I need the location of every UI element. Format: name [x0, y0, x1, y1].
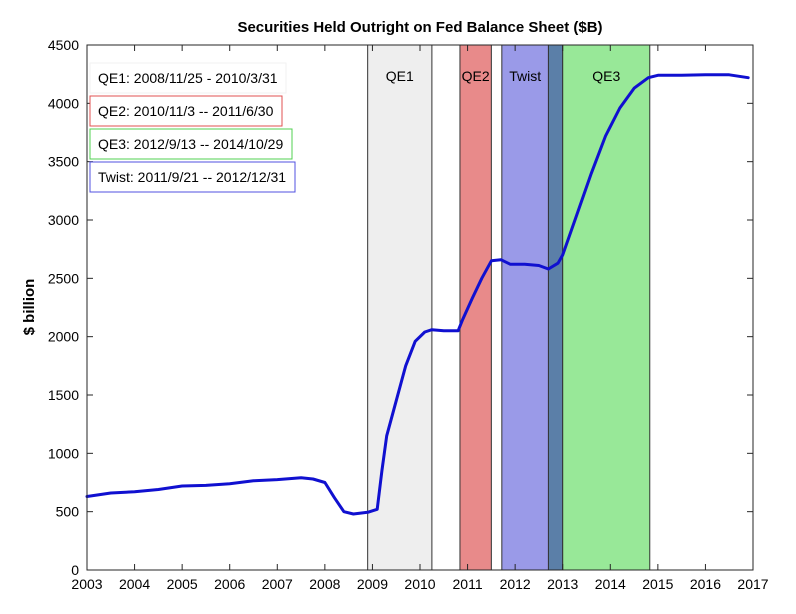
x-tick-label: 2011 [453, 576, 483, 592]
legend-entry-1: QE2: 2010/11/3 -- 2011/6/30 [89, 95, 283, 127]
y-axis-label: $ billion [21, 279, 38, 336]
period-band-qe3 [562, 44, 651, 571]
x-tick-label: 2009 [357, 576, 388, 592]
period-label-twist: Twist [509, 68, 541, 84]
x-tick-label: 2012 [500, 576, 531, 592]
y-tick-label: 3000 [48, 212, 79, 228]
x-tick-label: 2008 [309, 576, 340, 592]
x-tick-label: 2010 [404, 576, 435, 592]
y-tick-label: 1000 [48, 445, 79, 461]
legend-entry-text: QE2: 2010/11/3 -- 2011/6/30 [98, 103, 274, 119]
period-band-overlap [547, 44, 564, 571]
series-line-0 [85, 73, 750, 516]
legend-entry-box [89, 62, 287, 94]
y-tick-label: 0 [71, 562, 79, 578]
legend-entry-3: Twist: 2011/9/21 -- 2012/12/31 [89, 161, 296, 193]
y-tick-label: 3500 [48, 154, 79, 170]
x-tick-label: 2016 [690, 576, 721, 592]
y-tick-label: 4000 [48, 95, 79, 111]
x-tick-label: 2017 [737, 576, 768, 592]
axes: 2003 2004 2005 2006 2007 2008 2009 2010 2011 2012… [48, 37, 769, 592]
period-bands: QE1 QE2 Twist QE3 [367, 44, 651, 571]
legend-entry-box [89, 128, 293, 160]
y-tick-label: 1500 [48, 387, 79, 403]
x-tick-label: 2003 [71, 576, 102, 592]
legend-entry-2: QE3: 2012/9/13 -- 2014/10/29 [89, 128, 293, 160]
x-tick-label: 2007 [262, 576, 293, 592]
y-tick-label: 4500 [48, 37, 79, 53]
x-tick-label: 2004 [119, 576, 150, 592]
period-label-qe2: QE2 [462, 68, 490, 84]
y-tick-label: 2500 [48, 270, 79, 286]
chart-title: Securities Held Outright on Fed Balance … [237, 19, 602, 36]
x-tick-label: 2013 [547, 576, 578, 592]
period-label-qe3: QE3 [592, 68, 620, 84]
x-tick-label: 2014 [595, 576, 626, 592]
series-layer [85, 73, 750, 516]
legend-entry-box [89, 95, 283, 127]
period-label-qe1: QE1 [386, 68, 414, 84]
y-tick-label: 2000 [48, 329, 79, 345]
legend-entry-text: QE3: 2012/9/13 -- 2014/10/29 [98, 136, 283, 152]
legend-entry-text: QE1: 2008/11/25 - 2010/3/31 [98, 70, 278, 86]
period-band-qe1 [367, 44, 433, 571]
x-tick-label: 2006 [214, 576, 245, 592]
legend-entry-0: QE1: 2008/11/25 - 2010/3/31 [89, 62, 287, 94]
period-band-twist [501, 44, 549, 571]
legend: QE1: 2008/11/25 - 2010/3/31 QE2: 2010/11/… [89, 62, 296, 193]
legend-entry-box [89, 161, 296, 193]
y-tick-label: 500 [56, 504, 80, 520]
legend-entry-text: Twist: 2011/9/21 -- 2012/12/31 [98, 169, 286, 185]
period-band-qe2 [459, 44, 492, 571]
x-tick-label: 2015 [642, 576, 673, 592]
x-tick-label: 2005 [167, 576, 198, 592]
